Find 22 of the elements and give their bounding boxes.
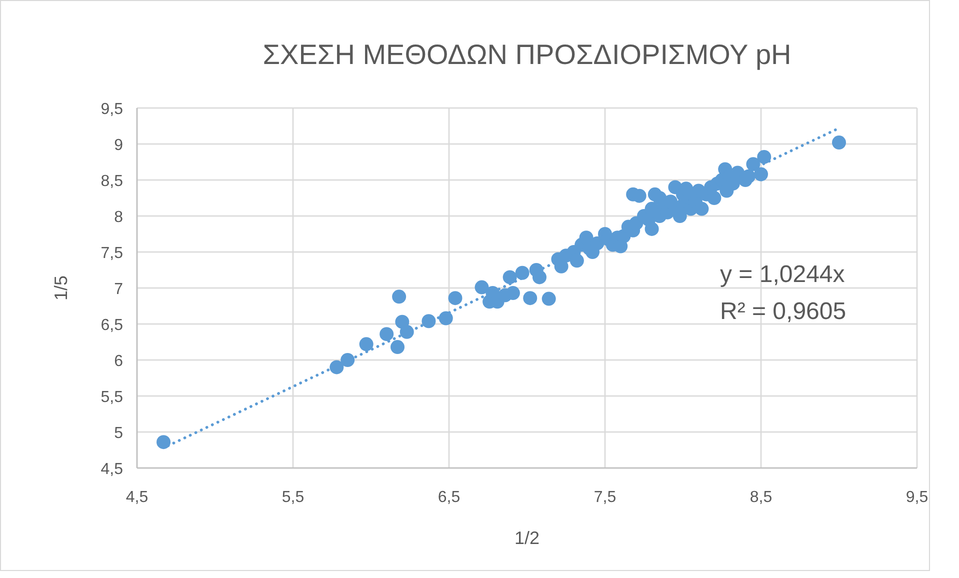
y-tick-label: 6,5 <box>100 317 124 334</box>
y-tick-label: 7,5 <box>100 245 124 262</box>
y-axis-title: 1/5 <box>51 275 71 301</box>
y-tick-label: 7 <box>114 281 124 298</box>
y-tick-label: 5,5 <box>100 389 124 406</box>
y-tick-label: 5 <box>114 425 124 442</box>
y-tick-label: 9,5 <box>100 101 124 118</box>
chart-title: ΣΧΕΣΗ ΜΕΘΟΔΩΝ ΠΡΟΣΔΙΟΡΙΣΜΟΥ pH <box>262 39 792 70</box>
x-tick-label: 9,5 <box>906 489 928 506</box>
y-tick-label: 8,5 <box>100 173 124 190</box>
y-tick-label: 6 <box>114 353 124 370</box>
y-tick-label: 9 <box>114 137 124 154</box>
x-tick-label: 8,5 <box>750 489 772 506</box>
annotation: y = 1,0244x <box>720 261 845 288</box>
annotation: R² = 0,9605 <box>720 298 846 325</box>
x-axis-title: 1/2 <box>514 528 540 548</box>
x-tick-label: 7,5 <box>594 489 616 506</box>
x-tick-label: 5,5 <box>282 489 304 506</box>
x-tick-label: 4,5 <box>126 489 148 506</box>
y-tick-label: 8 <box>114 209 124 226</box>
x-tick-label: 6,5 <box>438 489 460 506</box>
y-tick-label: 4,5 <box>100 461 124 478</box>
